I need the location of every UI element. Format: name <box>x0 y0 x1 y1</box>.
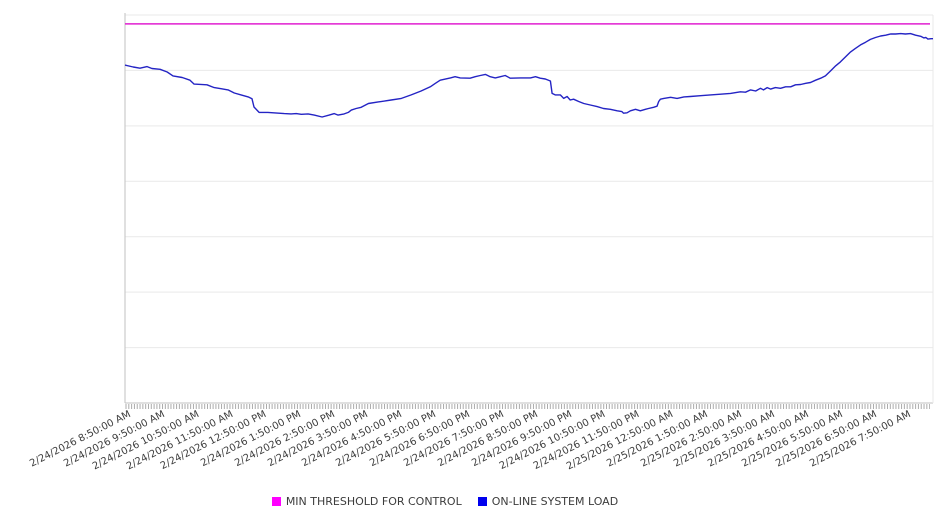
legend-label-system-load: ON-LINE SYSTEM LOAD <box>491 495 619 508</box>
legend-item-system-load[interactable]: ON-LINE SYSTEM LOAD <box>477 495 619 508</box>
legend-swatch-min-threshold <box>271 497 281 506</box>
legend: MIN THRESHOLD FOR CONTROL ON-LINE SYSTEM… <box>0 495 946 508</box>
legend-item-min-threshold[interactable]: MIN THRESHOLD FOR CONTROL <box>271 495 462 508</box>
online-system-load-line <box>124 32 933 118</box>
plot-area <box>124 13 934 409</box>
legend-label-min-threshold: MIN THRESHOLD FOR CONTROL <box>285 495 462 508</box>
legend-swatch-system-load <box>477 497 487 506</box>
